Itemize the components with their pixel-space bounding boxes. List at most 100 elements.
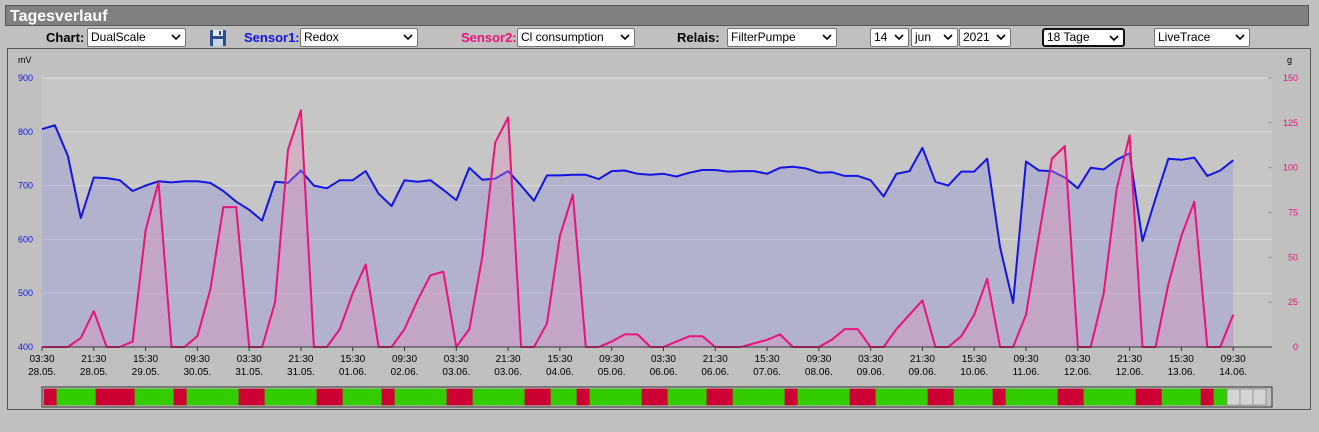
relay-cell bbox=[355, 388, 370, 406]
relay-cell bbox=[758, 388, 773, 406]
chevron bbox=[996, 34, 1006, 41]
relay-cell bbox=[316, 388, 331, 406]
relay-cell bbox=[732, 388, 747, 406]
relay-cell bbox=[69, 388, 84, 406]
y2-tick-label: 25 bbox=[1288, 297, 1298, 307]
relay-cell bbox=[160, 388, 175, 406]
y-tick-label: 400 bbox=[18, 342, 33, 352]
relay-cell bbox=[446, 388, 461, 406]
relay-cell bbox=[225, 388, 240, 406]
x-tick-label: 21:30 bbox=[1117, 354, 1142, 365]
x-tick-label: 21:30 bbox=[703, 354, 728, 365]
x-tick-date: 09.06. bbox=[909, 367, 937, 378]
x-tick-date: 12.06. bbox=[1116, 367, 1144, 378]
y2-tick-label: 75 bbox=[1288, 208, 1298, 218]
relay-cell bbox=[927, 388, 942, 406]
x-tick-date: 01.06. bbox=[339, 367, 367, 378]
month-select[interactable]: jun bbox=[911, 28, 958, 47]
x-tick-date: 04.06. bbox=[546, 367, 574, 378]
relay-cell bbox=[1252, 388, 1267, 406]
x-tick-date: 09.06. bbox=[857, 367, 885, 378]
plot: 400 500 600 700 800 900 0 25 50 75 100 125 150 03:30 2… bbox=[18, 73, 1298, 406]
relay-cell bbox=[745, 388, 760, 406]
relay-cell bbox=[628, 388, 643, 406]
relay-cell bbox=[888, 388, 903, 406]
relay-select[interactable]: FilterPumpe bbox=[727, 28, 837, 47]
x-tick-label: 09:30 bbox=[392, 354, 417, 365]
y2-tick-label: 100 bbox=[1283, 163, 1298, 173]
x-tick-date: 03.06. bbox=[494, 367, 522, 378]
relay-cell bbox=[199, 388, 214, 406]
select-value: Cl consumption bbox=[521, 30, 604, 44]
x-tick-label: 09:30 bbox=[806, 354, 831, 365]
x-tick-date: 12.06. bbox=[1064, 367, 1092, 378]
relay-cell bbox=[342, 388, 357, 406]
y2-axis-label: g bbox=[1287, 55, 1292, 65]
relay-cell bbox=[862, 388, 877, 406]
x-tick-label: 09:30 bbox=[185, 354, 210, 365]
relay-cell bbox=[1122, 388, 1137, 406]
relay-cell bbox=[433, 388, 448, 406]
y-tick-label: 500 bbox=[18, 288, 33, 298]
save-icon[interactable] bbox=[209, 29, 227, 47]
relay-cell bbox=[147, 388, 162, 406]
y-tick-label: 900 bbox=[18, 73, 33, 83]
relay-cell bbox=[966, 388, 981, 406]
y2-tick-label: 0 bbox=[1293, 342, 1298, 352]
relay-cell bbox=[1174, 388, 1189, 406]
x-tick-label: 15:30 bbox=[133, 354, 158, 365]
chevron bbox=[171, 34, 181, 41]
chevron bbox=[943, 34, 953, 41]
relay-cell bbox=[303, 388, 318, 406]
relay-cell bbox=[641, 388, 656, 406]
plot-area bbox=[42, 78, 1272, 347]
relay-cell bbox=[290, 388, 305, 406]
x-tick-label: 09:30 bbox=[1221, 354, 1246, 365]
relay-cell bbox=[43, 388, 58, 406]
series-line bbox=[41, 124, 1234, 304]
relay-cell bbox=[498, 388, 513, 406]
relay-cell bbox=[849, 388, 864, 406]
x-tick-label: 15:30 bbox=[755, 354, 780, 365]
chevron bbox=[620, 34, 630, 41]
relay-cell bbox=[472, 388, 487, 406]
relay-cell bbox=[1109, 388, 1124, 406]
relay-cell bbox=[992, 388, 1007, 406]
range-select[interactable]: 18 Tage bbox=[1042, 28, 1125, 47]
x-tick-date: 28.05. bbox=[28, 367, 56, 378]
relay-cell bbox=[394, 388, 409, 406]
y2-tick-label: 150 bbox=[1283, 73, 1298, 83]
relay-cell bbox=[654, 388, 669, 406]
relay-cell bbox=[108, 388, 123, 406]
relay-cell bbox=[1005, 388, 1020, 406]
relay-cell bbox=[901, 388, 916, 406]
y-tick-label: 600 bbox=[18, 234, 33, 244]
x-tick-date: 31.05. bbox=[287, 367, 315, 378]
x-tick-label: 09:30 bbox=[599, 354, 624, 365]
year-select[interactable]: 2021 bbox=[959, 28, 1011, 47]
relay-cell bbox=[511, 388, 526, 406]
mode-select[interactable]: LiveTrace bbox=[1154, 28, 1250, 47]
relay-cell bbox=[1135, 388, 1150, 406]
day-select[interactable]: 14 bbox=[870, 28, 909, 47]
relay-cell bbox=[1057, 388, 1072, 406]
sensor2-select[interactable]: Cl consumption bbox=[517, 28, 635, 47]
x-tick-label: 21:30 bbox=[496, 354, 521, 365]
relay-cell bbox=[1083, 388, 1098, 406]
relay-cell bbox=[186, 388, 201, 406]
select-value: 14 bbox=[874, 30, 888, 44]
relay-cell bbox=[1070, 388, 1085, 406]
title-bar: Tagesverlauf bbox=[5, 5, 1309, 26]
relay-cell bbox=[589, 388, 604, 406]
relay-cell bbox=[1018, 388, 1033, 406]
relay-cell bbox=[953, 388, 968, 406]
select-value: 2021 bbox=[963, 30, 990, 44]
select-value: jun bbox=[915, 30, 932, 44]
chart-mode-select[interactable]: DualScale bbox=[87, 28, 186, 47]
x-tick-date: 02.06. bbox=[391, 367, 419, 378]
x-tick-label: 03:30 bbox=[444, 354, 469, 365]
relay-cell bbox=[602, 388, 617, 406]
relay-cell bbox=[537, 388, 552, 406]
sensor1-select[interactable]: Redox bbox=[300, 28, 418, 47]
